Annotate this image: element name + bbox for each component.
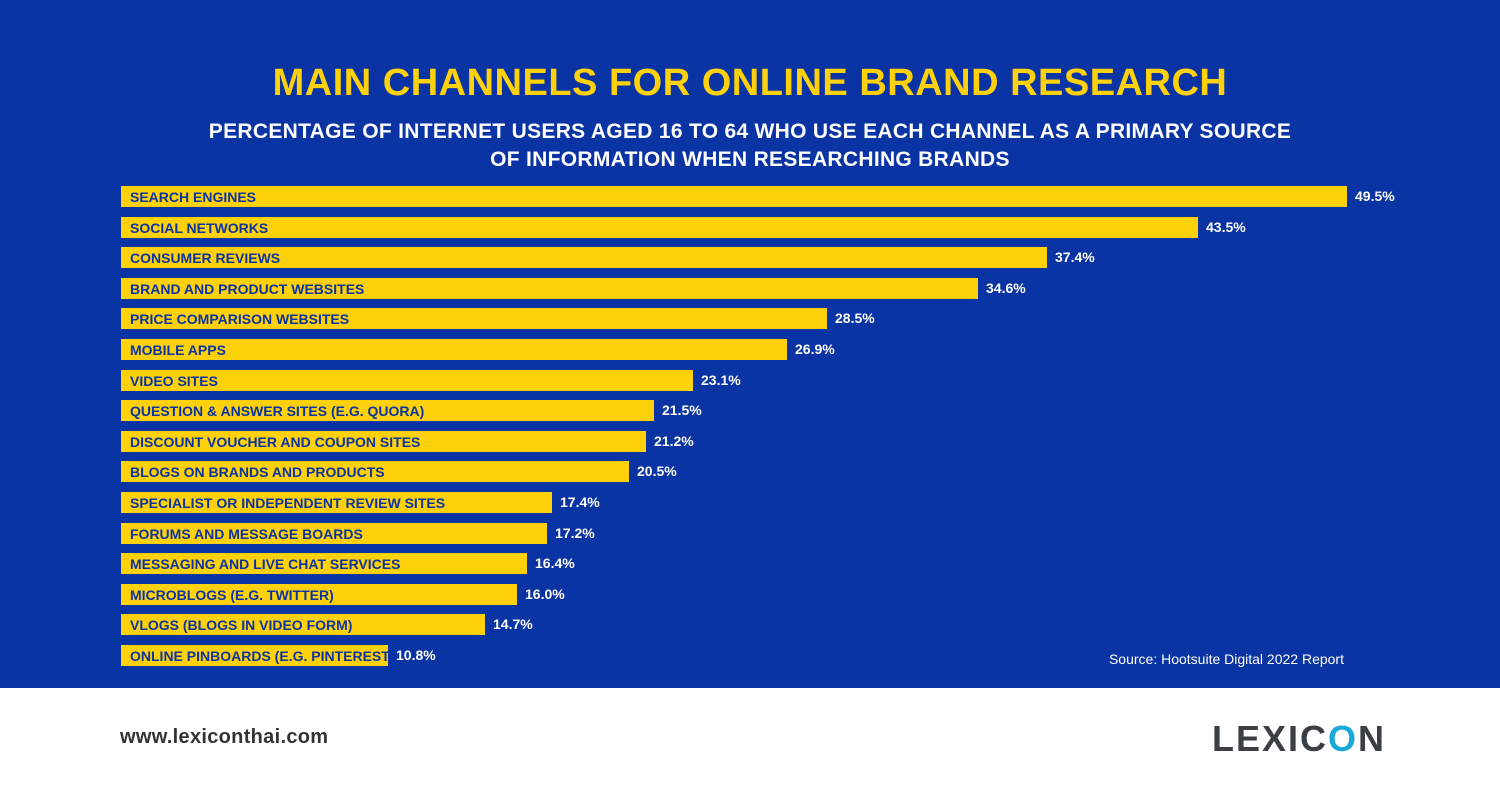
bar-value-label: 21.5% — [662, 402, 702, 418]
bar-category-label: QUESTION & ANSWER SITES (E.G. QUORA) — [130, 403, 425, 419]
bar-category-label: MICROBLOGS (E.G. TWITTER) — [130, 587, 334, 603]
bar-value-label: 34.6% — [986, 280, 1026, 296]
source-note: Source: Hootsuite Digital 2022 Report — [1108, 651, 1344, 667]
bar: SEARCH ENGINES — [121, 186, 1347, 207]
bar-value-label: 26.9% — [795, 341, 835, 357]
bar: PRICE COMPARISON WEBSITES — [121, 308, 827, 329]
bar-value-label: 17.4% — [560, 494, 600, 510]
bar: CONSUMER REVIEWS — [121, 247, 1047, 268]
bar-value-label: 14.7% — [493, 616, 533, 632]
chart-subtitle: PERCENTAGE OF INTERNET USERS AGED 16 TO … — [208, 120, 1292, 171]
bar-category-label: BLOGS ON BRANDS AND PRODUCTS — [130, 464, 385, 480]
bar-category-label: MOBILE APPS — [130, 342, 226, 358]
bar-value-label: 20.5% — [637, 463, 677, 479]
bar-category-label: DISCOUNT VOUCHER AND COUPON SITES — [130, 434, 421, 450]
bar-value-label: 17.2% — [555, 525, 595, 541]
bar-value-label: 16.0% — [525, 586, 565, 602]
lexicon-logo: LEXICON — [1212, 718, 1386, 760]
bar-value-label: 23.1% — [701, 372, 741, 388]
bar: BRAND AND PRODUCT WEBSITES — [121, 278, 978, 299]
bar-category-label: FORUMS AND MESSAGE BOARDS — [130, 526, 363, 542]
bar-value-label: 10.8% — [396, 647, 436, 663]
bar-category-label: MESSAGING AND LIVE CHAT SERVICES — [130, 556, 401, 572]
bar-chart: SEARCH ENGINES 49.5% SOCIAL NETWORKS 43.5% C… — [121, 186, 1395, 666]
bar-category-label: SEARCH ENGINES — [130, 189, 257, 205]
logo-text-suffix: N — [1358, 718, 1387, 759]
bar-category-label: PRICE COMPARISON WEBSITES — [130, 311, 350, 327]
bar-category-label: VIDEO SITES — [130, 373, 218, 389]
website-link[interactable]: www.lexiconthai.com — [120, 726, 329, 748]
bar: DISCOUNT VOUCHER AND COUPON SITES — [121, 431, 646, 452]
bar-category-label: BRAND AND PRODUCT WEBSITES — [130, 281, 365, 297]
bar: SPECIALIST OR INDEPENDENT REVIEW SITES — [121, 492, 552, 513]
bar-value-label: 28.5% — [835, 310, 875, 326]
bar: FORUMS AND MESSAGE BOARDS — [121, 523, 547, 544]
bar: QUESTION & ANSWER SITES (E.G. QUORA) — [121, 400, 654, 421]
bar-category-label: VLOGS (BLOGS IN VIDEO FORM) — [130, 617, 353, 633]
bar: BLOGS ON BRANDS AND PRODUCTS — [121, 461, 629, 482]
bar: MESSAGING AND LIVE CHAT SERVICES — [121, 553, 527, 574]
bar-value-label: 49.5% — [1355, 188, 1395, 204]
bar-value-label: 21.2% — [654, 433, 694, 449]
bar: MOBILE APPS — [121, 339, 787, 360]
logo-text-prefix: LEXIC — [1212, 718, 1329, 759]
logo-accent-letter: O — [1328, 718, 1359, 759]
bar-category-label: SPECIALIST OR INDEPENDENT REVIEW SITES — [130, 495, 446, 511]
bar: SOCIAL NETWORKS — [121, 217, 1198, 238]
bar-category-label: SOCIAL NETWORKS — [130, 220, 269, 236]
bar-value-label: 37.4% — [1055, 249, 1095, 265]
bar: VIDEO SITES — [121, 370, 693, 391]
bar-category-label: CONSUMER REVIEWS — [130, 250, 281, 266]
bar-value-label: 43.5% — [1206, 219, 1246, 235]
bar-value-label: 16.4% — [535, 555, 575, 571]
chart-title: MAIN CHANNELS FOR ONLINE BRAND RESEARCH — [272, 62, 1228, 104]
bar-category-label: ONLINE PINBOARDS (E.G. PINTEREST) — [130, 648, 395, 664]
bar: ONLINE PINBOARDS (E.G. PINTEREST) — [121, 645, 394, 666]
bar: VLOGS (BLOGS IN VIDEO FORM) — [121, 614, 485, 635]
bar: MICROBLOGS (E.G. TWITTER) — [121, 584, 517, 605]
